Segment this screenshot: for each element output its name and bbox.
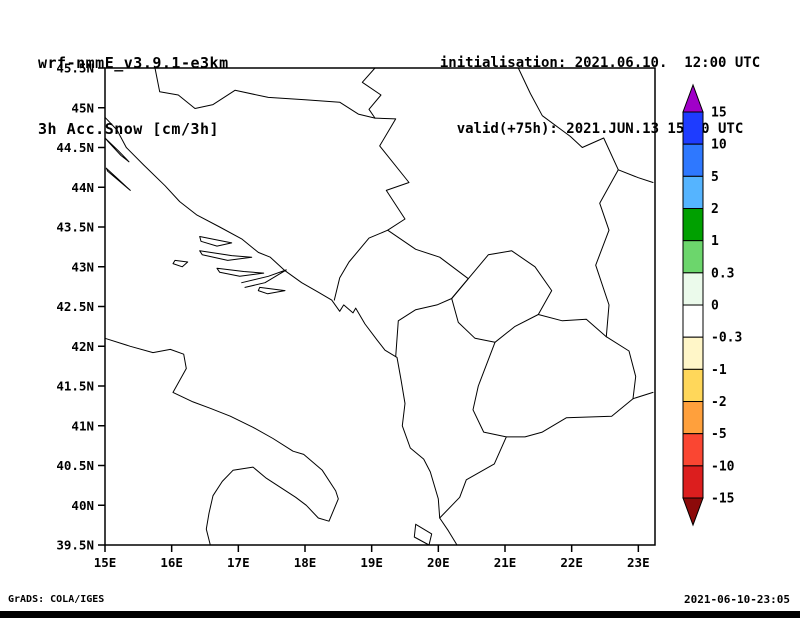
lat-tick-label: 43.5N <box>56 220 94 235</box>
lat-tick-label: 45.5N <box>56 61 94 76</box>
plot-title-block: wrf-nmmE_v3.9.1-e3km 3h Acc.Snow [cm/3h] <box>38 8 229 162</box>
colorbar-label: 15 <box>711 106 727 121</box>
lon-tick-label: 19E <box>360 555 383 570</box>
map-outline-border-serbia-bulgaria <box>595 169 619 338</box>
map-plot: 45.5N 45N 44.5N 44N 43.5N 43N 42.5N 42N 41.5N 41N… <box>56 61 742 571</box>
colorbar-band <box>682 401 704 435</box>
colorbar-band <box>682 111 704 145</box>
map-outline-border-macedonia-serbia <box>537 314 607 338</box>
colorbar-label: 5 <box>711 170 719 185</box>
colorbar-band <box>682 240 704 274</box>
map-outline-adriatic-coast <box>104 116 458 546</box>
colorbar-label: -10 <box>711 459 735 474</box>
colorbar-band <box>682 143 704 177</box>
lat-tick-label: 41N <box>71 418 94 433</box>
map-outline-border-macedonia-bulgaria <box>605 336 637 400</box>
map-outline-border-greece-bulgaria <box>632 391 654 400</box>
colorbar-label: 0.3 <box>711 266 734 281</box>
lon-tick-label: 16E <box>160 555 183 570</box>
map-outline-italy-coast <box>104 337 339 546</box>
map-outline-border-albania-macedonia-greece <box>439 341 507 519</box>
render-timestamp: 2021-06-10-23:05 <box>684 593 790 606</box>
colorbar-label: -2 <box>711 395 727 410</box>
colorbar-band <box>682 368 704 403</box>
map-outline-border-kosovo <box>451 250 553 343</box>
colorbar-label: 10 <box>711 138 727 153</box>
map-outline-island-hvar <box>199 250 253 261</box>
colorbar-label: 1 <box>711 234 719 249</box>
map-outline-island-vis <box>172 259 189 268</box>
map-outline-border-serbia-romania-danube <box>517 67 654 183</box>
map-outline-island-brac <box>199 236 233 247</box>
colorbar-band <box>682 336 704 370</box>
colorbar-label: -1 <box>711 363 727 378</box>
bottom-bar <box>0 611 800 618</box>
lat-tick-label: 42.5N <box>56 299 94 314</box>
lat-tick-label: 39.5N <box>56 538 94 553</box>
map-outline-border-bosnia-serbia-drina <box>333 117 410 301</box>
lon-tick-label: 20E <box>427 555 450 570</box>
colorbar-band <box>682 208 704 242</box>
colorbar-label: -0.3 <box>711 331 742 346</box>
map-outline-island-mljet <box>257 286 286 295</box>
lat-tick-label: 40.5N <box>56 458 94 473</box>
colorbar-label: 0 <box>711 299 719 314</box>
colorbar-arrow-bottom <box>682 497 704 527</box>
colorbar-label: -15 <box>711 492 734 507</box>
lon-tick-label: 23E <box>627 555 650 570</box>
lon-tick-label: 15E <box>94 555 117 570</box>
map-outline-border-croatia-serbia-danube <box>361 67 382 119</box>
map-outline-island-pag <box>104 137 130 163</box>
colorbar-band <box>682 465 704 499</box>
lat-tick-label: 40N <box>71 498 94 513</box>
colorbar-band <box>682 304 704 338</box>
init-time-label: initialisation: 2021.06.10. 12:00 UTC <box>439 55 761 71</box>
plot-frame <box>104 67 656 546</box>
lat-tick-label: 43N <box>71 259 94 274</box>
colorbar-label: -5 <box>711 427 727 442</box>
colorbar-band <box>682 433 704 467</box>
lat-tick-label: 45N <box>71 100 94 115</box>
lat-tick-label: 41.5N <box>56 379 94 394</box>
map-outline-island-korcula <box>216 267 265 277</box>
map-outline-peljesac-peninsula <box>241 269 287 288</box>
lat-tick-label: 44.5N <box>56 140 94 155</box>
colorbar-arrow-top <box>682 83 704 113</box>
lon-tick-label: 22E <box>560 555 583 570</box>
lon-tick-label: 18E <box>294 555 317 570</box>
map-outline-border-macedonia-greece <box>505 398 634 438</box>
lon-tick-label: 17E <box>227 555 250 570</box>
colorbar-label: 2 <box>711 202 719 217</box>
colorbar-band <box>682 175 704 210</box>
map-outline-island-corfu <box>413 523 433 546</box>
lat-tick-label: 42N <box>71 339 94 354</box>
colorbar-band <box>682 272 704 306</box>
map-outline-island-dugi-otok <box>105 167 131 191</box>
lat-tick-label: 44N <box>71 180 94 195</box>
variable-title: 3h Acc.Snow [cm/3h] <box>38 120 220 138</box>
lon-tick-label: 21E <box>494 555 517 570</box>
grads-credit: GrADS: COLA/IGES <box>8 594 105 605</box>
map-outline-border-croatia-bosnia-north <box>154 67 376 119</box>
